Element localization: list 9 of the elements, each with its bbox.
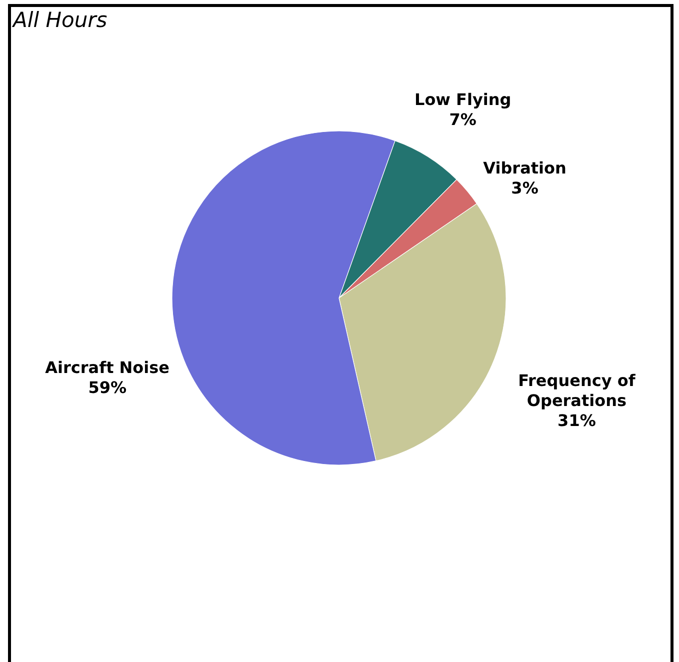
slice-label: Vibration <box>483 158 566 178</box>
slice-label: Aircraft Noise <box>45 358 170 377</box>
slice-label: Low Flying <box>414 90 512 110</box>
data-label: 31% <box>558 410 596 430</box>
chart-title: All Hours <box>11 8 108 32</box>
slice-label: Frequency of Operations <box>518 370 636 410</box>
data-label: 59% <box>88 378 126 397</box>
data-label: 3% <box>511 178 538 198</box>
data-label: 7% <box>449 110 476 130</box>
